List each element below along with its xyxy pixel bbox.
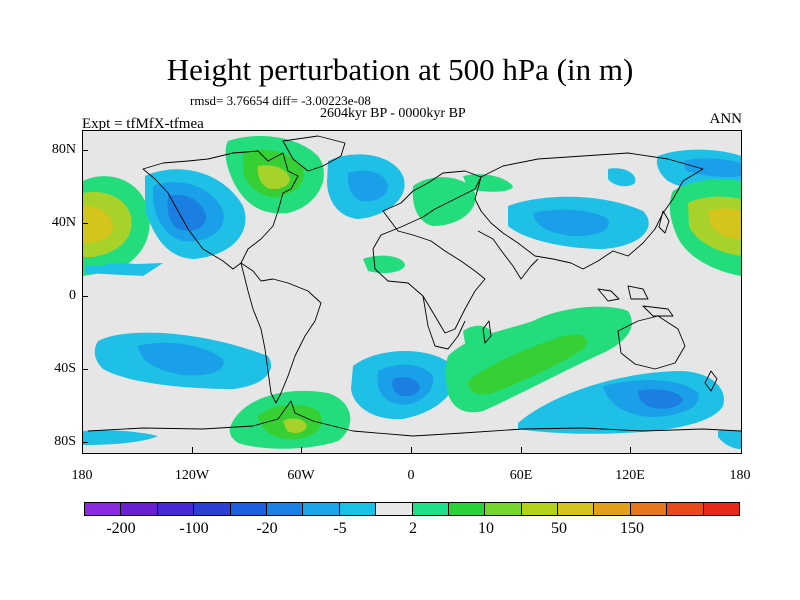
- colorbar-box-2: [157, 503, 195, 515]
- colorbar-box-0: [85, 503, 122, 515]
- colorbar-box-12: [521, 503, 559, 515]
- colorbar-label: -5: [333, 520, 347, 537]
- colorbar-label: 2: [409, 520, 417, 537]
- colorbar-box-4: [230, 503, 267, 515]
- coastlines: [87, 135, 741, 437]
- colorbar-box-9: [412, 503, 449, 515]
- colorbar-label: 10: [478, 520, 494, 537]
- colorbar-label: 50: [551, 520, 567, 537]
- tick: [82, 369, 88, 370]
- lon-label-120e: 120E: [615, 468, 645, 483]
- colorbar-box-5: [266, 503, 304, 515]
- colorbar-box-14: [594, 503, 631, 515]
- lon-label-180e: 180: [729, 468, 751, 483]
- lat-label-80n: 80N: [51, 142, 76, 157]
- lon-label-60e: 60E: [509, 468, 533, 483]
- lon-label-60w: 60W: [287, 468, 315, 483]
- colorbar-box-8: [376, 503, 413, 515]
- tick: [411, 447, 412, 453]
- lon-label-180w: 180: [71, 468, 93, 483]
- tick: [192, 447, 193, 453]
- colorbar-label: -20: [256, 520, 278, 537]
- experiment-label: Expt = tfMfX-tfmea: [82, 116, 204, 132]
- lat-label-80s: 80S: [54, 434, 76, 449]
- colorbar-label: -100: [179, 520, 209, 537]
- colorbar-box-17: [703, 503, 740, 515]
- map-panel: [82, 130, 742, 454]
- colorbar-box-10: [448, 503, 486, 515]
- colorbar-box-7: [339, 503, 377, 515]
- tick: [301, 447, 302, 453]
- tick: [82, 296, 88, 297]
- lon-label-0: 0: [407, 468, 415, 483]
- colorbar-box-15: [630, 503, 668, 515]
- colorbar-label: 150: [620, 520, 644, 537]
- lat-label-40s: 40S: [54, 361, 76, 376]
- tick: [82, 223, 88, 224]
- plot-title: Height perturbation at 500 hPa (in m): [166, 52, 634, 87]
- rmsd-stats: rmsd= 3.76654 diff= -3.00223e-08: [190, 93, 371, 108]
- tick: [521, 447, 522, 453]
- contour-map: [83, 135, 741, 449]
- lat-label-40n: 40N: [51, 215, 76, 230]
- colorbar: [84, 502, 740, 516]
- height-contours: [83, 136, 741, 449]
- colorbar-box-13: [558, 503, 595, 515]
- colorbar-box-1: [121, 503, 158, 515]
- time-period: 2604kyr BP - 0000kyr BP: [320, 106, 466, 121]
- colorbar-box-6: [303, 503, 340, 515]
- colorbar-box-16: [667, 503, 704, 515]
- lon-label-120w: 120W: [174, 468, 210, 483]
- tick: [82, 150, 88, 151]
- tick: [82, 442, 88, 443]
- colorbar-box-11: [485, 503, 522, 515]
- season-label: ANN: [709, 111, 743, 127]
- lat-label-0: 0: [69, 288, 76, 303]
- colorbar-box-3: [194, 503, 231, 515]
- tick: [630, 447, 631, 453]
- colorbar-label: -200: [106, 520, 136, 537]
